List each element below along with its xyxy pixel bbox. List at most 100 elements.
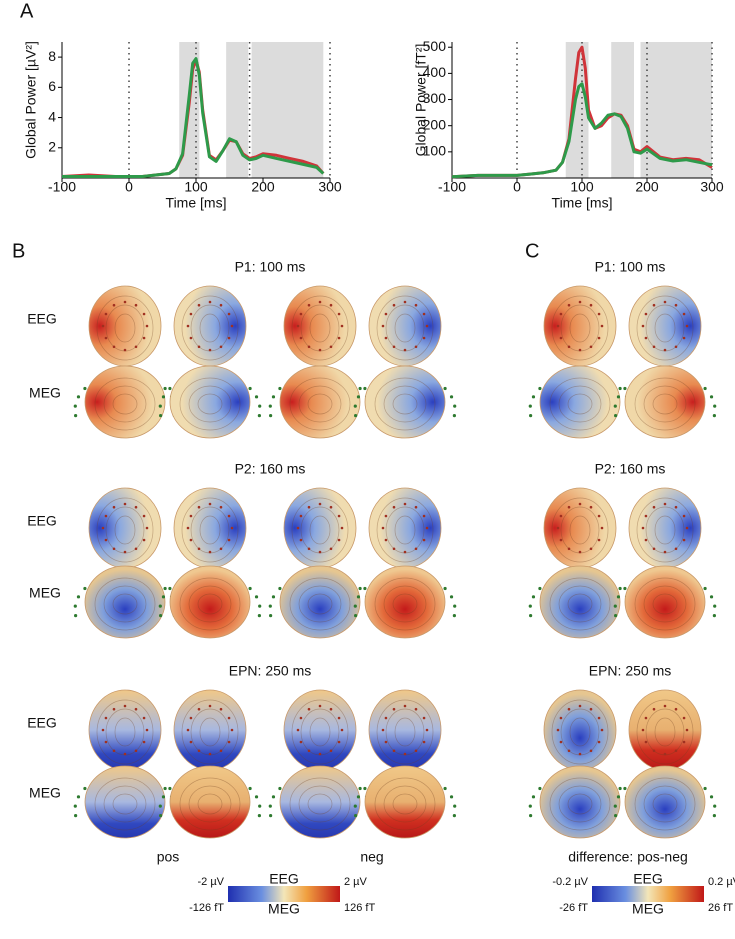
electrode <box>600 324 604 328</box>
contour <box>394 717 416 747</box>
electrode <box>559 740 563 744</box>
contour <box>643 585 687 623</box>
electrode <box>652 505 656 509</box>
electrode <box>101 728 105 732</box>
electrode <box>134 505 138 509</box>
sensor <box>614 414 618 418</box>
y-tick-label: 400 <box>423 64 447 80</box>
series-line <box>451 82 713 179</box>
electrode <box>644 514 648 518</box>
sensor <box>168 586 172 591</box>
contour <box>298 385 342 423</box>
electrode <box>134 303 138 307</box>
sensor <box>248 386 252 391</box>
electrode <box>403 348 407 352</box>
contour <box>181 497 239 563</box>
meg-topography <box>624 365 706 439</box>
electrode <box>227 336 231 340</box>
sensor <box>163 786 167 791</box>
electrode <box>329 505 333 509</box>
electrode <box>142 716 146 720</box>
electrode <box>230 526 234 530</box>
sensor <box>613 804 617 808</box>
electrode <box>682 740 686 744</box>
colorbar-label: 0.2 µV <box>708 876 735 888</box>
eeg-topography <box>628 689 702 771</box>
eeg-topography <box>368 487 442 569</box>
electrode <box>652 547 656 551</box>
electrode <box>145 728 149 732</box>
electrode <box>384 716 388 720</box>
sensor <box>529 614 533 618</box>
meg-topography <box>364 765 446 839</box>
electrode <box>403 550 407 554</box>
contour <box>188 785 232 823</box>
contour <box>291 699 349 765</box>
electrode <box>422 716 426 720</box>
contour <box>291 295 349 361</box>
electrode <box>652 345 656 349</box>
sensor <box>356 395 361 399</box>
sensor <box>528 604 532 608</box>
row-label: EEG <box>27 715 57 731</box>
contour <box>298 585 342 623</box>
electrode <box>644 336 648 340</box>
sensor <box>74 414 78 418</box>
sensor <box>623 386 627 391</box>
sensor <box>248 586 252 591</box>
contour <box>376 497 434 563</box>
contour <box>103 785 147 823</box>
meg-topography <box>169 765 251 839</box>
electrode <box>104 312 108 316</box>
electrode <box>318 348 322 352</box>
electrode <box>414 303 418 307</box>
sensor <box>268 804 272 808</box>
sensor <box>363 386 367 391</box>
contour <box>103 585 147 623</box>
electrode <box>186 324 190 328</box>
electrode <box>597 538 601 542</box>
x-tick-label: -100 <box>438 179 466 195</box>
electrode <box>589 505 593 509</box>
sensor <box>709 595 714 599</box>
electrode <box>422 336 426 340</box>
sensor <box>531 595 536 599</box>
electrode <box>589 345 593 349</box>
electrode <box>589 707 593 711</box>
electrode <box>644 312 648 316</box>
row-label: MEG <box>29 585 61 601</box>
sensor <box>538 586 542 591</box>
contour <box>179 577 241 631</box>
contour <box>643 785 687 823</box>
electrode <box>299 514 303 518</box>
sensor <box>623 786 627 791</box>
electrode <box>208 502 212 506</box>
electrode <box>299 336 303 340</box>
sensor <box>449 595 454 599</box>
electrode <box>208 300 212 304</box>
contour <box>634 377 696 431</box>
electrode <box>567 505 571 509</box>
electrode <box>227 716 231 720</box>
contour <box>307 793 333 815</box>
electrode <box>142 514 146 518</box>
electrode <box>422 538 426 542</box>
sensor <box>449 795 454 799</box>
electrode <box>597 312 601 316</box>
electrode <box>559 336 563 340</box>
electrode <box>307 749 311 753</box>
contour <box>383 585 427 623</box>
contour <box>309 717 331 747</box>
electrode <box>329 547 333 551</box>
electrode <box>307 505 311 509</box>
contour <box>376 699 434 765</box>
sensor <box>538 386 542 391</box>
electrode <box>641 526 645 530</box>
electrode <box>644 716 648 720</box>
electrode <box>597 514 601 518</box>
meg-topography <box>84 365 166 439</box>
sensor <box>353 404 357 408</box>
sensor <box>258 604 262 608</box>
electrode <box>578 300 582 304</box>
